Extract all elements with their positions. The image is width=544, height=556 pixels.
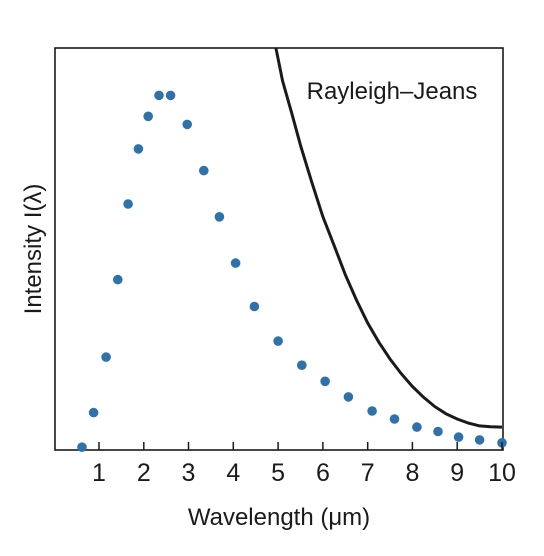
data-point [273,336,283,346]
data-point [154,90,164,101]
data-point [320,376,330,387]
x-tick-label: 3 [182,459,196,487]
data-point [412,422,422,432]
rayleigh-jeans-curve [274,47,503,429]
plot-frame [54,47,504,451]
data-point [230,258,241,268]
data-point [77,442,87,453]
data-point [182,119,192,130]
x-axis-label: Wavelength (μm) [188,504,370,531]
data-point [165,90,176,101]
data-point [389,414,400,424]
x-tick-label: 10 [488,459,516,487]
data-point [113,274,123,285]
x-tick-label: 5 [271,459,285,487]
data-point [367,406,377,416]
data-point [88,407,99,418]
x-axis-ticks: 1 2 3 4 5 6 7 8 9 10 [92,442,516,487]
x-tick-label: 6 [316,459,330,487]
data-points [77,90,507,453]
data-point [249,301,260,312]
data-point [297,360,307,371]
y-axis-label: Intensity I(λ) [20,184,47,315]
data-point [214,212,225,222]
rayleigh-jeans-label: Rayleigh–Jeans [307,78,478,105]
data-point [199,165,209,176]
data-point [101,352,111,362]
x-tick-label: 9 [450,459,464,487]
x-tick-label: 7 [361,459,375,487]
data-point [143,111,153,122]
data-point [453,432,464,442]
data-point [343,392,354,402]
x-tick-label: 8 [405,459,419,487]
data-point [123,199,133,209]
data-point [474,435,485,445]
x-tick-label: 4 [226,459,240,487]
x-tick-label: 1 [92,459,106,487]
data-point [133,144,144,154]
data-point [433,426,443,437]
x-tick-label: 2 [137,459,151,487]
